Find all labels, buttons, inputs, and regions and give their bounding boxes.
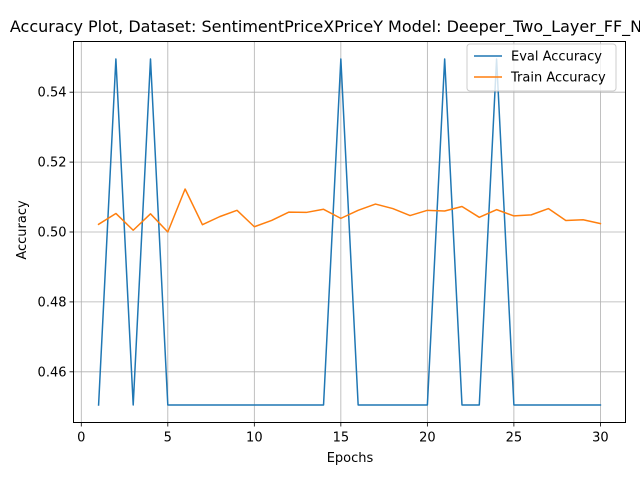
grid bbox=[73, 41, 626, 423]
x-tick-label: 30 bbox=[592, 431, 609, 446]
x-axis-label: Epochs bbox=[327, 451, 374, 466]
x-tick-label: 25 bbox=[506, 431, 523, 446]
y-tick-label: 0.48 bbox=[38, 295, 67, 310]
y-tick-label: 0.54 bbox=[38, 86, 67, 101]
x-tick-label: 0 bbox=[77, 431, 85, 446]
x-tick-label: 10 bbox=[246, 431, 263, 446]
y-tick-label: 0.46 bbox=[38, 365, 67, 380]
x-tick-label: 5 bbox=[164, 431, 172, 446]
y-axis-label: Accuracy bbox=[15, 200, 30, 260]
y-tick-label: 0.50 bbox=[38, 226, 67, 241]
legend-box bbox=[466, 43, 617, 92]
legend-entry-label: Train Accuracy bbox=[510, 71, 606, 86]
y-tick-label: 0.52 bbox=[38, 156, 67, 171]
y-axis-ticks: 0.46 0.48 0.50 0.52 0.54 bbox=[38, 86, 74, 380]
series-line-eval-accuracy bbox=[97, 58, 602, 406]
legend-entry-label: Eval Accuracy bbox=[511, 50, 602, 65]
series-line-train-accuracy bbox=[97, 188, 602, 233]
chart-title: Accuracy Plot, Dataset: SentimentPriceXP… bbox=[10, 17, 640, 37]
x-tick-label: 15 bbox=[333, 431, 350, 446]
legend: Eval Accuracy Train Accuracy bbox=[466, 43, 617, 92]
x-axis-ticks: 0 5 10 15 20 25 30 bbox=[77, 422, 609, 446]
x-tick-label: 20 bbox=[419, 431, 436, 446]
plot-lines bbox=[97, 58, 602, 406]
